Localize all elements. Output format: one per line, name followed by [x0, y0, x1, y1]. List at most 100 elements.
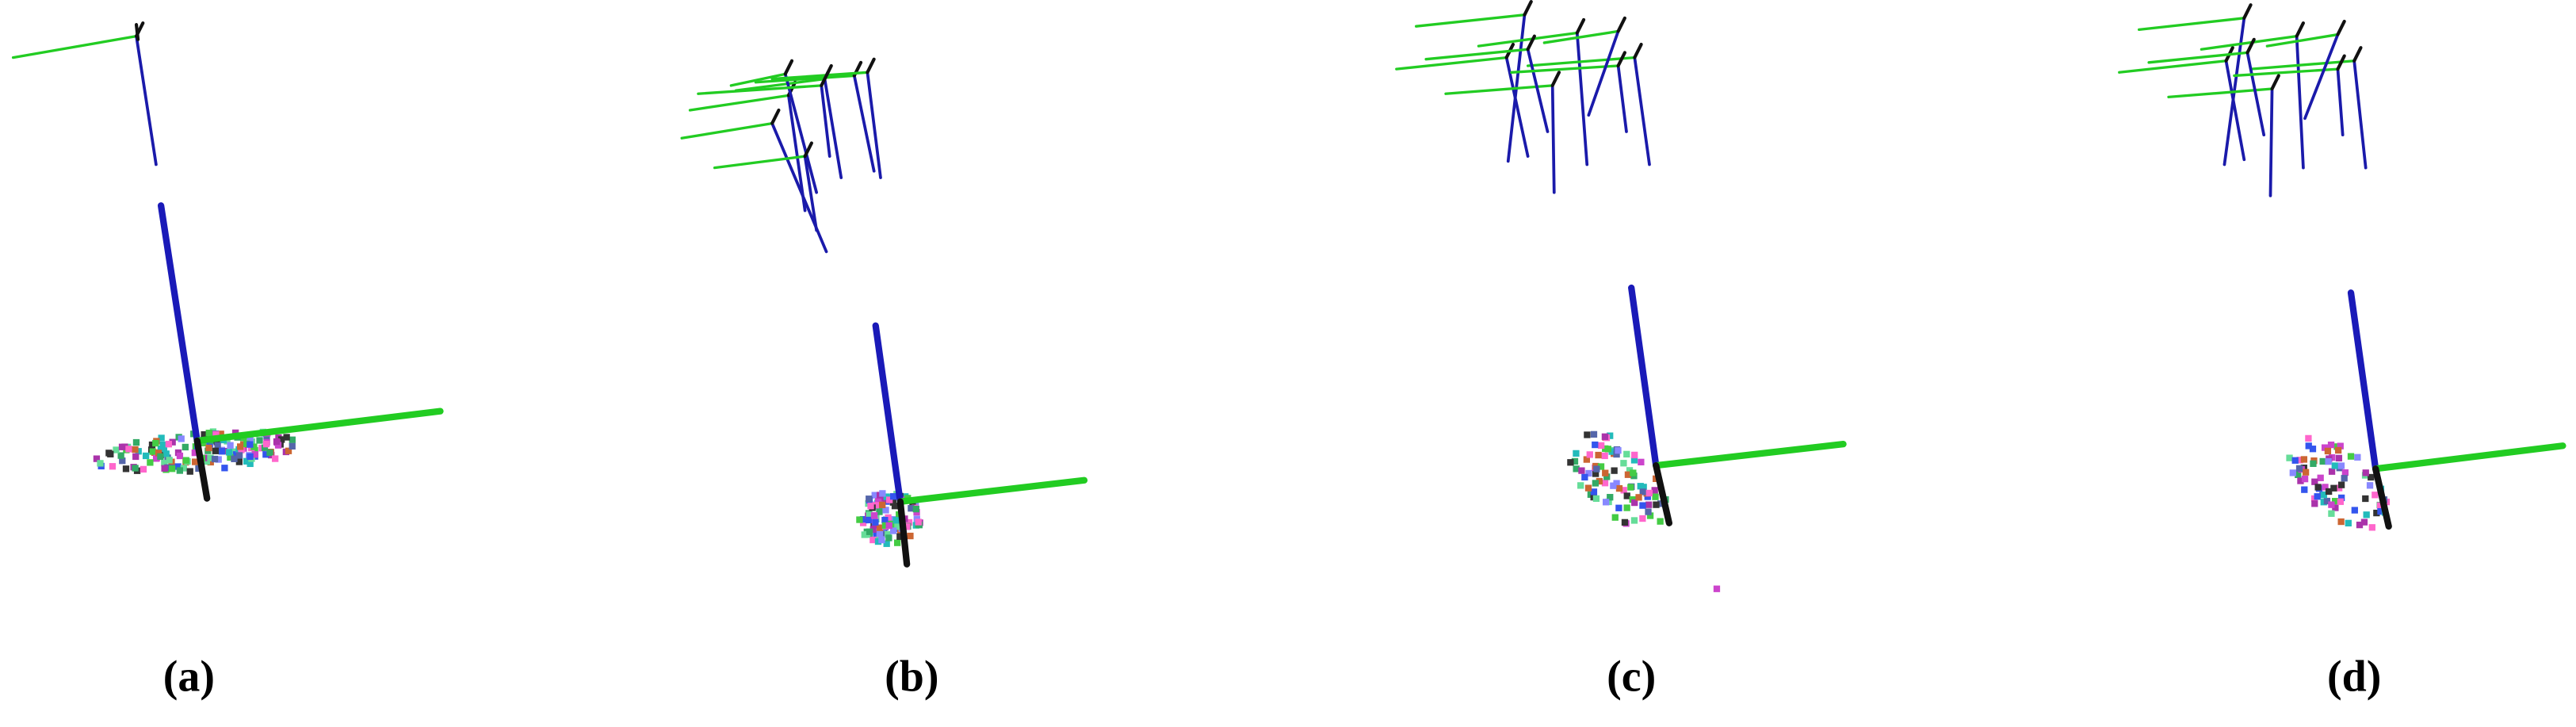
point [2356, 521, 2364, 529]
point [1592, 480, 1599, 487]
point [870, 512, 878, 519]
point [2372, 492, 2379, 499]
camera-axis-green [2118, 59, 2228, 74]
camera-axis-black [134, 23, 140, 41]
point [159, 441, 166, 449]
main-axis-black [2372, 465, 2392, 530]
point [1645, 489, 1653, 497]
point [1601, 433, 1609, 440]
camera-axis-blue [783, 72, 818, 194]
point [147, 459, 154, 466]
point [122, 465, 130, 473]
point [1602, 469, 1609, 476]
point [2320, 492, 2327, 499]
main-axis-blue [157, 202, 201, 445]
point [273, 438, 281, 446]
point [885, 514, 892, 522]
point [93, 455, 101, 462]
point [180, 465, 187, 472]
point [877, 505, 885, 512]
camera-axis-green [2249, 59, 2356, 71]
point [132, 453, 140, 461]
point [206, 441, 213, 448]
camera-axis-black [1616, 16, 1626, 33]
point [1639, 502, 1646, 509]
camera-axis-green [2138, 17, 2245, 32]
point [251, 451, 259, 458]
camera-axis-black [1633, 42, 1643, 59]
point [152, 455, 160, 462]
point [174, 463, 182, 470]
point [2362, 469, 2369, 476]
camera-axis-black [2295, 21, 2306, 38]
point [885, 534, 892, 541]
point [1626, 467, 1634, 474]
panel-label: (d) [2327, 652, 2381, 701]
camera-axis-green [1526, 55, 1636, 67]
point [1652, 493, 1659, 500]
point [1603, 473, 1611, 480]
point [1653, 501, 1660, 508]
point [881, 522, 889, 530]
point [1611, 514, 1619, 521]
point [165, 441, 173, 448]
point [873, 531, 880, 538]
point [866, 516, 873, 524]
point [247, 441, 254, 448]
point [285, 447, 292, 454]
camera-axis-blue [1587, 29, 1620, 117]
point [2363, 511, 2370, 518]
reconstructions [11, 0, 2566, 592]
point [1615, 504, 1622, 511]
point [867, 503, 874, 510]
camera-axis-black [1526, 34, 1536, 52]
point [2345, 519, 2352, 526]
point [1623, 504, 1630, 511]
camera-axis-black [2352, 46, 2363, 63]
camera-axis-blue [770, 121, 828, 254]
point [2322, 484, 2329, 491]
point [2319, 457, 2326, 465]
point [881, 516, 889, 524]
point [2309, 446, 2317, 453]
camera-axis-green [1542, 29, 1620, 44]
point [915, 518, 922, 526]
point [2302, 469, 2310, 476]
point [113, 446, 120, 453]
camera-axis-green [1444, 84, 1554, 95]
point [1611, 467, 1618, 474]
point [1620, 460, 1627, 467]
point [1585, 469, 1592, 477]
camera-axis-black [1550, 71, 1561, 87]
panel-label: (b) [885, 652, 938, 701]
point [2321, 444, 2329, 451]
point [119, 457, 126, 465]
point [283, 434, 290, 441]
point [132, 465, 139, 472]
camera-axis-green [697, 84, 824, 95]
point [890, 493, 897, 500]
point [1573, 450, 1580, 457]
point [247, 453, 254, 461]
camera-axis-black [2242, 3, 2253, 20]
point [109, 463, 117, 470]
point [866, 511, 873, 518]
camera-axis-blue [1504, 55, 1530, 158]
point [263, 433, 270, 441]
point [1590, 430, 1598, 438]
point [1623, 450, 1630, 458]
point [205, 444, 212, 452]
point [912, 505, 919, 513]
point [869, 536, 877, 544]
point [866, 496, 873, 503]
main-axis-green [193, 408, 444, 445]
point [1601, 480, 1609, 487]
camera-axis-blue [1550, 84, 1556, 194]
point [2331, 462, 2338, 469]
point [1624, 471, 1632, 478]
point [182, 457, 189, 464]
point [876, 508, 883, 515]
point [157, 445, 165, 453]
main-axis-green [896, 476, 1088, 505]
point [2328, 510, 2335, 517]
